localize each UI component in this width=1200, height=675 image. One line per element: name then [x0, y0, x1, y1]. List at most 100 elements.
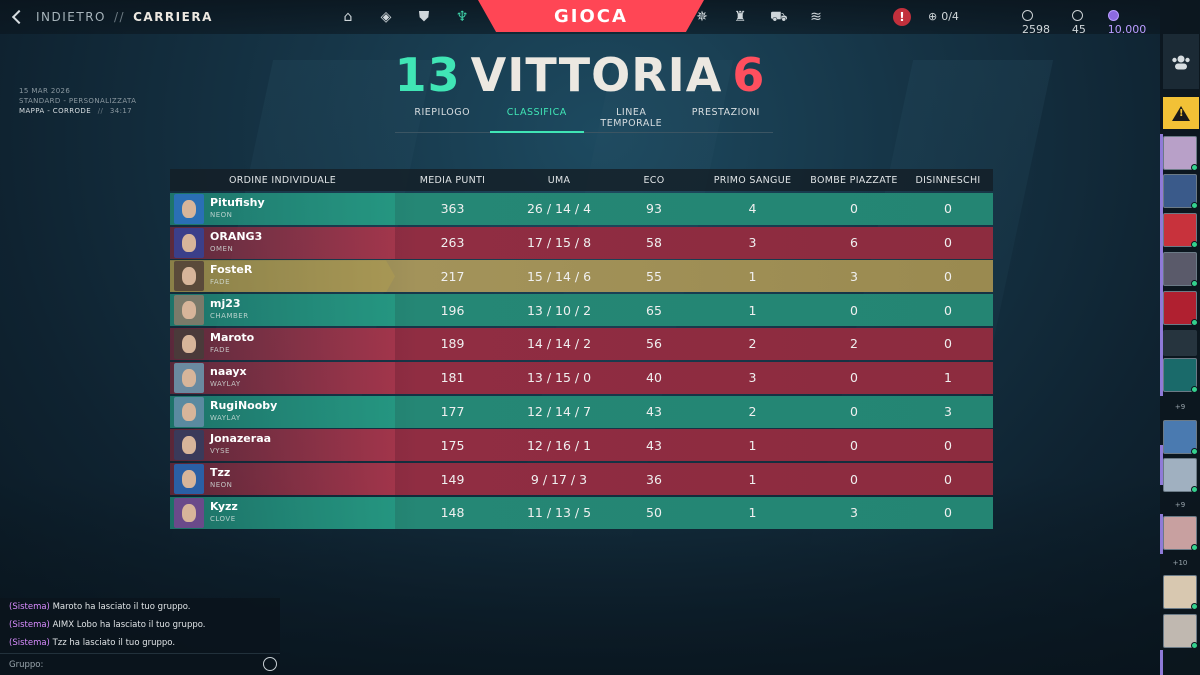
nav-right: ✵ ♜ ⛟ ≋ [694, 0, 824, 34]
defuses-value: 0 [944, 268, 952, 284]
friend-avatar[interactable] [1163, 213, 1198, 248]
kc-balance[interactable]: 10.000 [1107, 10, 1160, 36]
group-indicator [1160, 650, 1163, 675]
first-blood-value: 3 [748, 235, 757, 251]
header-defuses[interactable]: DISINNESCHI [915, 174, 981, 186]
chat-sender: (Sistema) [9, 638, 50, 648]
player-cell[interactable]: mj23 CHAMBER [170, 294, 395, 327]
chat-message: (Sistema) AIMX Lobo ha lasciato il tuo g… [0, 616, 280, 634]
match-map-line: MAPPA - CORRODE // 34:17 [19, 106, 136, 116]
kda-value: 17 / 15 / 8 [526, 235, 592, 251]
vp-balance[interactable]: 2598 [1022, 10, 1064, 36]
friend-avatar[interactable] [1163, 458, 1198, 493]
table-row[interactable]: FosteR FADE 217 15 / 14 / 6 55 1 3 0 [170, 260, 993, 293]
tab-linea-temporale[interactable]: LINEA TEMPORALE [600, 107, 663, 129]
table-row[interactable]: Pitufishy NEON 363 26 / 14 / 4 93 4 0 0 [170, 192, 993, 225]
table-row[interactable]: ORANG3 OMEN 263 17 / 15 / 8 58 3 6 0 [170, 226, 993, 259]
player-cell[interactable]: Jonazeraa VYSE [170, 429, 395, 461]
kda-value: 12 / 16 / 1 [526, 437, 592, 453]
friend-avatar[interactable] [1163, 614, 1198, 649]
player-cell[interactable]: RugiNooby WAYLAY [170, 395, 395, 428]
agents-icon[interactable]: ◈ [380, 9, 392, 25]
player-stats: 217 15 / 14 / 6 55 1 3 0 [395, 260, 993, 292]
voice-chat-icon[interactable] [263, 657, 277, 671]
career-icon[interactable]: ♆ [455, 9, 469, 25]
table-row[interactable]: Jonazeraa VYSE 175 12 / 16 / 1 43 1 0 0 [170, 429, 993, 462]
defuses-value: 0 [944, 235, 952, 251]
player-cell[interactable]: naayx WAYLAY [170, 362, 395, 394]
friend-group-count[interactable]: +9 [1174, 403, 1186, 411]
player-name[interactable]: mj23 [210, 297, 241, 311]
alert-icon[interactable]: ! [893, 8, 911, 26]
header-kda[interactable]: UMA [547, 174, 571, 186]
player-cell[interactable]: ORANG3 OMEN [170, 227, 395, 259]
friend-avatar[interactable] [1163, 575, 1198, 610]
kda-value: 15 / 14 / 6 [526, 268, 592, 284]
player-name[interactable]: Pitufishy [210, 195, 265, 209]
friend-avatar[interactable] [1163, 516, 1198, 551]
first-blood-value: 1 [748, 437, 757, 453]
chat-input[interactable]: Gruppo: [0, 653, 280, 675]
header-first-blood[interactable]: PRIMO SANGUE [713, 174, 792, 186]
result-tabs: RIEPILOGO CLASSIFICA LINEA TEMPORALE PRE… [395, 107, 773, 133]
home-icon[interactable]: ⌂ [343, 9, 353, 25]
friend-avatar[interactable] [1163, 358, 1198, 393]
player-info: Pitufishy NEON [210, 196, 265, 222]
table-row[interactable]: Kyzz CLOVE 148 11 / 13 / 5 50 1 3 0 [170, 496, 993, 529]
friend-avatar[interactable] [1163, 252, 1198, 287]
player-stats: 263 17 / 15 / 8 58 3 6 0 [395, 226, 993, 259]
table-row[interactable]: naayx WAYLAY 181 13 / 15 / 0 40 3 0 1 [170, 361, 993, 394]
tab-riepilogo[interactable]: RIEPILOGO [414, 107, 471, 118]
collection-icon[interactable]: ⛊ [418, 9, 430, 25]
table-row[interactable]: Tzz NEON 149 9 / 17 / 3 36 1 0 0 [170, 463, 993, 496]
agent-name: WAYLAY [210, 379, 241, 388]
player-stats: 177 12 / 14 / 7 43 2 0 3 [395, 395, 993, 428]
store-icon[interactable]: ⛟ [770, 9, 788, 25]
rp-balance[interactable]: 45 [1071, 10, 1100, 36]
header-player[interactable]: ORDINE INDIVIDUALE [228, 174, 337, 186]
party-count[interactable]: ⊕ 0/4 [928, 10, 959, 23]
player-name[interactable]: Jonazeraa [210, 432, 272, 446]
player-name[interactable]: Tzz [210, 466, 231, 480]
plants-value: 0 [850, 471, 858, 487]
player-cell[interactable]: Kyzz CLOVE [170, 496, 395, 529]
friend-avatar[interactable] [1163, 136, 1198, 171]
player-name[interactable]: Maroto [210, 330, 255, 344]
player-cell[interactable]: Maroto FADE [170, 328, 395, 360]
friend-avatar[interactable] [1163, 174, 1198, 209]
back-arrow-icon[interactable] [11, 9, 27, 25]
friend-group-count[interactable]: +10 [1172, 559, 1188, 567]
player-name[interactable]: Kyzz [210, 499, 238, 513]
header-eco[interactable]: ECO [643, 174, 665, 186]
social-button[interactable] [1163, 34, 1199, 89]
player-cell[interactable]: FosteR FADE [170, 260, 395, 293]
player-name[interactable]: FosteR [210, 263, 253, 277]
group-indicator [1160, 134, 1163, 356]
player-name[interactable]: naayx [210, 364, 247, 378]
match-score: 13 VITTORIA 6 [0, 48, 1160, 102]
table-row[interactable]: mj23 CHAMBER 196 13 / 10 / 2 65 1 0 0 [170, 294, 993, 327]
table-row[interactable]: RugiNooby WAYLAY 177 12 / 14 / 7 43 2 0 … [170, 395, 993, 428]
play-button[interactable]: GIOCA [478, 0, 704, 32]
friend-avatar[interactable] [1163, 291, 1198, 326]
warning-button[interactable] [1163, 97, 1199, 129]
friend-group-count[interactable]: +9 [1174, 501, 1186, 509]
back-label[interactable]: INDIETRO [36, 10, 106, 24]
tab-classifica[interactable]: CLASSIFICA [489, 107, 584, 133]
esports-icon[interactable]: ♜ [733, 9, 747, 25]
header-plants[interactable]: BOMBE PIAZZATE [810, 174, 898, 186]
party-icon: ⊕ [928, 10, 938, 23]
table-row[interactable]: Maroto FADE 189 14 / 14 / 2 56 2 2 0 [170, 327, 993, 360]
player-name[interactable]: RugiNooby [210, 398, 278, 412]
player-cell[interactable]: Tzz NEON [170, 463, 395, 495]
player-stats: 181 13 / 15 / 0 40 3 0 1 [395, 361, 993, 394]
agent-name: FADE [210, 345, 230, 354]
back-navigation[interactable]: INDIETRO // CARRIERA [0, 9, 213, 25]
rank-icon[interactable]: ≋ [810, 9, 822, 25]
player-cell[interactable]: Pitufishy NEON [170, 192, 395, 225]
battlepass-icon[interactable]: ✵ [696, 9, 708, 25]
tab-prestazioni[interactable]: PRESTAZIONI [691, 107, 760, 118]
header-acs[interactable]: MEDIA PUNTI [419, 174, 486, 186]
player-name[interactable]: ORANG3 [210, 229, 263, 243]
friend-avatar[interactable] [1163, 420, 1198, 455]
